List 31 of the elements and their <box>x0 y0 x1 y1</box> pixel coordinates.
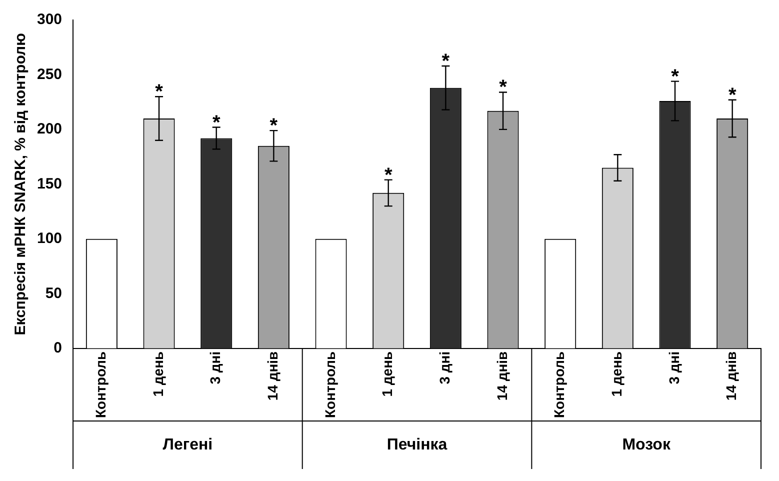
data-label: * <box>270 115 278 138</box>
data-label: * <box>155 81 164 104</box>
x-tick-label: 1 день <box>608 350 625 397</box>
data-label: * <box>728 84 736 106</box>
data-label: * <box>671 66 680 88</box>
text: Мозок <box>622 436 672 454</box>
x-tick-label: 14 днів <box>264 350 281 401</box>
x-tick-label: 1 день <box>379 350 396 397</box>
data-label: * <box>499 76 508 99</box>
y-tick-label: 0 <box>54 339 62 356</box>
text: Печінка <box>386 436 448 454</box>
x-tick-label: 3 дні <box>207 351 224 384</box>
data-label: * <box>212 112 220 134</box>
x-tick-label: 14 днів <box>494 350 510 401</box>
x-tick-label: Контроль <box>92 350 109 418</box>
x-tick-label: 1 день <box>150 350 166 397</box>
y-tick-label: 200 <box>36 120 62 138</box>
x-tick-label: 3 дні <box>436 351 453 384</box>
x-tick-label: Контроль <box>551 350 568 418</box>
data-label: * <box>442 50 450 72</box>
x-tick-label: 14 днів <box>723 350 740 401</box>
y-tick-label: 50 <box>45 284 62 302</box>
y-tick-label: 250 <box>36 66 62 83</box>
x-tick-label: Контроль <box>322 350 338 418</box>
x-tick-label: 3 дні <box>666 351 682 384</box>
y-tick-label: 150 <box>36 175 62 192</box>
text: Легені <box>162 436 213 454</box>
y-tick-label: 100 <box>36 230 62 248</box>
y-axis-title: Експресія мРНК SNARK, % від контролю <box>12 32 30 336</box>
y-tick-label: 300 <box>36 11 62 28</box>
data-label: * <box>384 164 392 186</box>
